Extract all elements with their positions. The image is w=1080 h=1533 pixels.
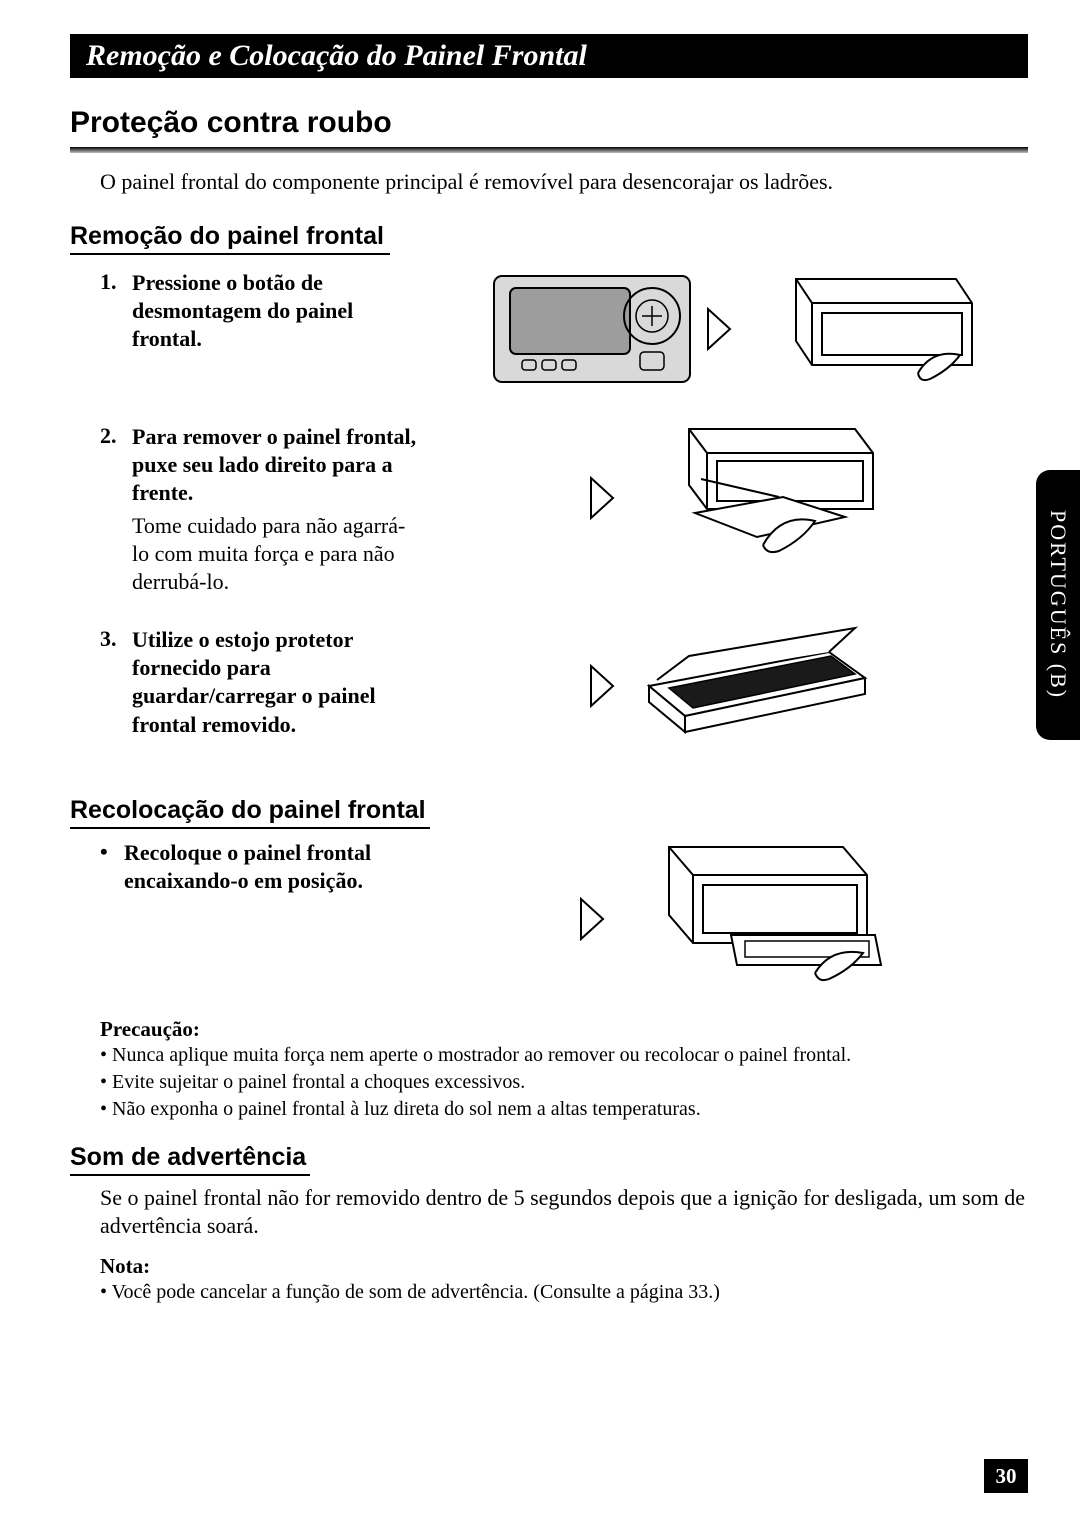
subsection-heading: Remoção do painel frontal	[70, 222, 390, 255]
illustration-step2	[589, 423, 879, 573]
precaution-block: Precaução: Nunca aplique muita força nem…	[70, 1017, 1028, 1123]
language-side-tab: PORTUGUÊS (B)	[1036, 470, 1080, 740]
step-number: 1.	[100, 269, 122, 353]
remove-panel-icon	[629, 423, 879, 573]
note-label: Nota:	[100, 1254, 1028, 1279]
arrow-icon	[706, 307, 732, 351]
section-protection: Proteção contra roubo O painel frontal d…	[70, 106, 1028, 196]
manual-page: Remoção e Colocação do Painel Frontal Pr…	[0, 0, 1080, 1533]
step-item: 2. Para remover o painel frontal, puxe s…	[100, 423, 420, 596]
section-removal: Remoção do painel frontal 1. Pressione o…	[70, 222, 1028, 756]
chapter-title: Remoção e Colocação do Painel Frontal	[86, 39, 587, 73]
step-row: 1. Pressione o botão de desmontagem do p…	[70, 269, 1028, 389]
bullet-text: Recoloque o painel frontal encaixando-o …	[124, 839, 420, 895]
arrow-icon	[589, 664, 615, 708]
step-item: 3. Utilize o estojo protetor fornecido p…	[100, 626, 420, 739]
precaution-label: Precaução:	[100, 1017, 1028, 1042]
step-row: 3. Utilize o estojo protetor fornecido p…	[70, 626, 1028, 756]
step-item: 1. Pressione o botão de desmontagem do p…	[100, 269, 420, 353]
case-icon	[629, 626, 879, 746]
note-list: Você pode cancelar a função de som de ad…	[100, 1279, 1028, 1306]
heading-rule	[70, 147, 1028, 153]
subsection-heading: Recolocação do painel frontal	[70, 796, 430, 829]
arrow-icon	[589, 476, 615, 520]
note-block: Nota: Você pode cancelar a função de som…	[70, 1254, 1028, 1306]
note-item: Você pode cancelar a função de som de ad…	[100, 1279, 1028, 1306]
bullet-marker: •	[100, 839, 114, 895]
unit-box-icon	[746, 269, 976, 389]
section-heading: Proteção contra roubo	[70, 106, 1028, 140]
illustration-step1	[492, 269, 976, 389]
step-text: Pressione o botão de desmontagem do pain…	[132, 269, 420, 353]
section-intro: O painel frontal do componente principal…	[100, 168, 1028, 196]
step-subtext: Tome cuidado para não agarrá-lo com muit…	[132, 512, 420, 596]
section-reattach: Recolocação do painel frontal • Recoloqu…	[70, 796, 1028, 999]
reattach-panel-icon	[619, 839, 889, 999]
subsection-heading: Som de advertência	[70, 1143, 310, 1176]
precaution-list: Nunca aplique muita força nem aperte o m…	[100, 1042, 1028, 1123]
precaution-item: Não exponha o painel frontal à luz diret…	[100, 1096, 1028, 1123]
precaution-item: Nunca aplique muita força nem aperte o m…	[100, 1042, 1028, 1069]
bullet-item: • Recoloque o painel frontal encaixando-…	[100, 839, 420, 895]
section-body: Se o painel frontal não for removido den…	[100, 1184, 1028, 1240]
radio-front-icon	[492, 274, 692, 384]
step-number: 2.	[100, 423, 122, 596]
step-row: 2. Para remover o painel frontal, puxe s…	[70, 423, 1028, 596]
step-row: • Recoloque o painel frontal encaixando-…	[70, 839, 1028, 999]
section-warning-sound: Som de advertência Se o painel frontal n…	[70, 1143, 1028, 1240]
side-tab-label: PORTUGUÊS (B)	[1045, 510, 1071, 699]
chapter-title-bar: Remoção e Colocação do Painel Frontal	[70, 34, 1028, 78]
arrow-icon	[579, 897, 605, 941]
page-number-value: 30	[996, 1464, 1017, 1489]
step-text: Utilize o estojo protetor fornecido para…	[132, 626, 420, 739]
illustration-reattach	[579, 839, 889, 999]
illustration-step3	[589, 626, 879, 746]
step-number: 3.	[100, 626, 122, 739]
precaution-item: Evite sujeitar o painel frontal a choque…	[100, 1069, 1028, 1096]
page-number: 30	[984, 1459, 1028, 1493]
step-text: Para remover o painel frontal, puxe seu …	[132, 424, 416, 505]
